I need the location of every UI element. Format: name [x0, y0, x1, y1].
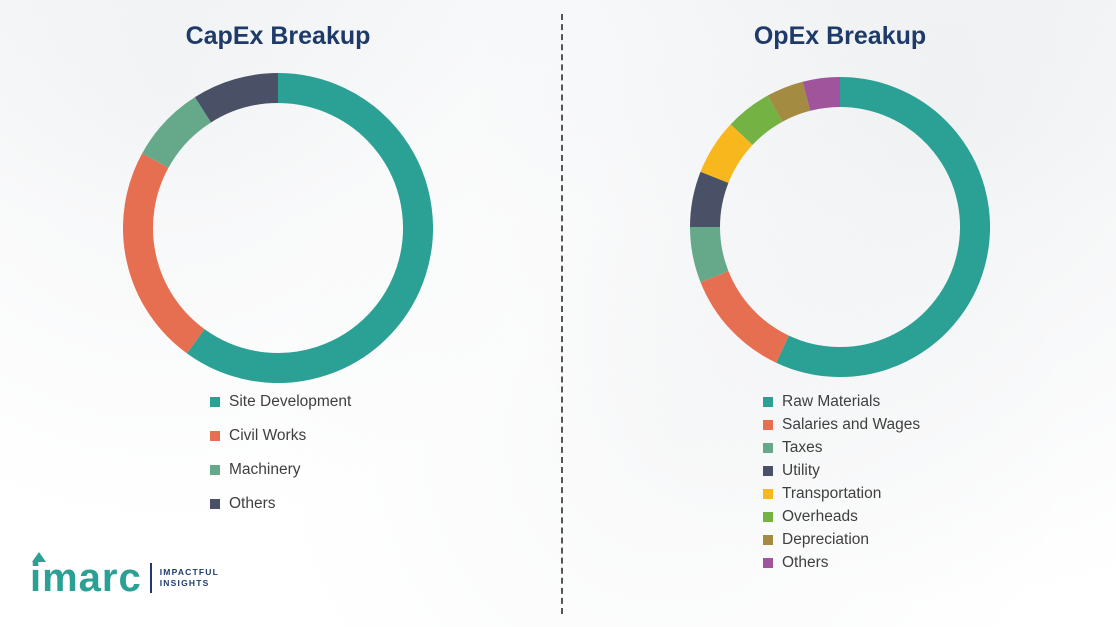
opex-chart-title: OpEx Breakup — [753, 22, 927, 50]
legend-swatch — [763, 557, 773, 568]
legend-swatch — [763, 534, 773, 545]
legend-item: Civil Works — [210, 426, 351, 445]
legend-swatch — [763, 396, 773, 407]
opex-donut-svg — [690, 77, 990, 377]
opex-donut-chart — [690, 77, 990, 382]
divider-line — [561, 14, 563, 614]
donut-segment-overheads — [730, 95, 783, 146]
imarc-tagline: IMPACTFUL INSIGHTS — [160, 567, 219, 589]
legend-item: Site Development — [210, 392, 351, 411]
legend-item: Raw Materials — [763, 392, 920, 411]
legend-item: Others — [210, 494, 351, 513]
legend-swatch — [210, 430, 220, 441]
legend-item: Machinery — [210, 460, 351, 479]
capex-legend: Site Development Civil Works Machinery Othe… — [210, 392, 351, 528]
legend-item: Utility — [763, 461, 920, 480]
legend-label: Transportation — [782, 485, 882, 502]
legend-item: Salaries and Wages — [763, 415, 920, 434]
legend-swatch — [210, 498, 220, 509]
capex-chart-title: CapEx Breakup — [185, 22, 371, 50]
imarc-logo: imarc IMPACTFUL INSIGHTS — [30, 552, 219, 600]
donut-segment-taxes — [690, 226, 729, 283]
donut-segment-civil-works — [123, 153, 205, 354]
imarc-tagline-line1: IMPACTFUL — [159, 567, 220, 577]
legend-item: Overheads — [763, 507, 920, 526]
legend-label: Depreciation — [782, 531, 870, 548]
legend-label: Machinery — [229, 461, 301, 478]
legend-swatch — [763, 465, 773, 476]
legend-label: Others — [782, 554, 829, 571]
legend-label: Raw Materials — [782, 393, 881, 410]
donut-segment-utility — [690, 171, 729, 228]
donut-segment-depreciation — [767, 81, 811, 123]
imarc-logo-mark-icon — [32, 552, 46, 562]
legend-label: Taxes — [782, 439, 823, 456]
legend-label: Overheads — [782, 508, 858, 525]
legend-label: Utility — [782, 462, 820, 479]
legend-item: Transportation — [763, 484, 920, 503]
legend-label: Site Development — [229, 393, 352, 410]
donut-segment-machinery — [142, 97, 212, 169]
capex-donut-chart — [123, 73, 433, 388]
legend-item: Taxes — [763, 438, 920, 457]
legend-swatch — [763, 419, 773, 430]
legend-swatch — [210, 464, 220, 475]
donut-segment-site-development — [186, 73, 433, 383]
donut-segment-others — [802, 77, 841, 111]
legend-swatch — [763, 442, 773, 453]
imarc-tagline-line2: INSIGHTS — [159, 578, 210, 588]
donut-segment-raw-materials — [776, 77, 990, 377]
legend-label: Civil Works — [229, 427, 307, 444]
legend-swatch — [763, 488, 773, 499]
donut-segment-transportation — [700, 124, 753, 184]
legend-swatch — [210, 396, 220, 407]
opex-legend: Raw Materials Salaries and Wages Taxes Util… — [763, 392, 920, 576]
legend-label: Others — [229, 495, 276, 512]
legend-swatch — [763, 511, 773, 522]
logo-divider-bar — [149, 563, 152, 593]
legend-item: Depreciation — [763, 530, 920, 549]
capex-donut-svg — [123, 73, 433, 383]
donut-segment-others — [194, 73, 279, 123]
legend-label: Salaries and Wages — [782, 416, 921, 433]
imarc-brand-text: imarc — [30, 556, 142, 600]
legend-item: Others — [763, 553, 920, 572]
donut-segment-salaries-and-wages — [700, 270, 790, 363]
